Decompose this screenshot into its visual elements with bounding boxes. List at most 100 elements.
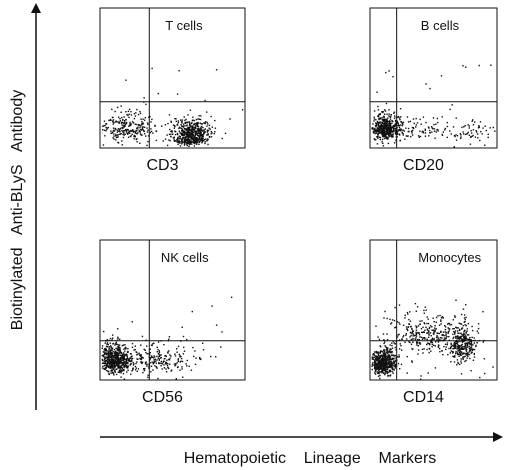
data-point — [185, 118, 187, 121]
data-point — [173, 138, 175, 140]
data-point — [392, 136, 394, 138]
data-point — [114, 355, 116, 357]
data-point — [103, 125, 105, 127]
data-point — [460, 136, 462, 138]
data-point — [121, 355, 123, 357]
data-point — [465, 66, 467, 68]
data-point — [221, 331, 223, 333]
data-point — [435, 316, 438, 319]
data-point — [101, 355, 104, 357]
data-point — [411, 328, 413, 331]
data-point — [123, 126, 125, 128]
data-point — [169, 357, 171, 359]
data-point — [468, 351, 470, 353]
data-point — [106, 346, 109, 348]
data-point — [396, 365, 398, 367]
data-point — [179, 142, 181, 144]
data-point — [182, 126, 185, 128]
data-point — [377, 336, 379, 338]
data-point — [378, 362, 380, 365]
data-point — [383, 367, 385, 369]
data-point — [407, 329, 409, 332]
data-point — [386, 368, 389, 371]
data-point — [392, 126, 394, 129]
data-point — [140, 361, 142, 363]
data-point — [463, 356, 465, 358]
data-point — [179, 369, 181, 371]
data-point — [453, 361, 456, 363]
data-point — [472, 348, 474, 350]
data-point — [205, 138, 207, 140]
data-point — [449, 352, 451, 354]
data-point — [150, 128, 152, 130]
data-point — [104, 364, 106, 367]
data-point — [103, 362, 106, 364]
panel-title: B cells — [421, 18, 460, 33]
data-point — [448, 339, 451, 341]
data-point — [386, 133, 388, 135]
data-point — [381, 362, 384, 364]
data-point — [438, 324, 441, 326]
data-point — [105, 369, 108, 372]
data-point — [191, 310, 193, 313]
data-point — [378, 338, 381, 341]
data-point — [193, 142, 196, 145]
data-point — [158, 351, 161, 353]
data-point — [106, 128, 108, 131]
data-point — [463, 345, 465, 348]
data-point — [180, 340, 182, 342]
data-point — [402, 134, 404, 136]
data-point — [132, 364, 135, 366]
data-point — [104, 342, 106, 344]
data-point — [116, 362, 118, 364]
data-point — [382, 128, 384, 130]
data-point — [151, 356, 153, 358]
data-point — [123, 366, 125, 368]
data-point — [460, 323, 463, 325]
data-point — [115, 353, 117, 355]
data-point — [387, 127, 389, 129]
data-point — [390, 132, 392, 135]
data-point — [144, 363, 147, 365]
data-point — [389, 123, 391, 125]
data-point — [155, 362, 157, 364]
data-point — [423, 312, 425, 314]
data-point — [394, 119, 397, 122]
data-point — [450, 343, 452, 346]
data-point — [461, 348, 463, 350]
data-point — [472, 119, 474, 121]
data-point — [443, 337, 446, 339]
data-point — [130, 373, 132, 375]
data-point — [188, 365, 190, 367]
data-point — [391, 319, 394, 321]
data-point — [372, 362, 374, 364]
data-point — [144, 367, 146, 370]
data-point — [104, 124, 106, 127]
data-point — [106, 339, 108, 341]
data-point — [419, 135, 422, 138]
data-point — [473, 340, 475, 342]
data-point — [375, 125, 377, 128]
data-point — [464, 355, 466, 358]
data-point — [153, 361, 155, 363]
data-point — [420, 336, 423, 338]
data-point — [470, 340, 472, 343]
data-point — [121, 353, 124, 355]
data-point — [120, 362, 122, 364]
data-point — [391, 367, 394, 369]
data-point — [120, 376, 122, 378]
data-point — [384, 350, 386, 352]
data-point — [147, 374, 149, 377]
data-point — [186, 144, 188, 147]
data-point — [106, 360, 108, 362]
data-point — [111, 368, 113, 370]
data-point — [388, 364, 390, 367]
data-point — [199, 358, 202, 360]
data-point — [377, 134, 379, 136]
data-point — [111, 366, 114, 369]
data-point — [373, 116, 375, 118]
data-point — [420, 123, 422, 125]
data-point — [422, 326, 424, 328]
